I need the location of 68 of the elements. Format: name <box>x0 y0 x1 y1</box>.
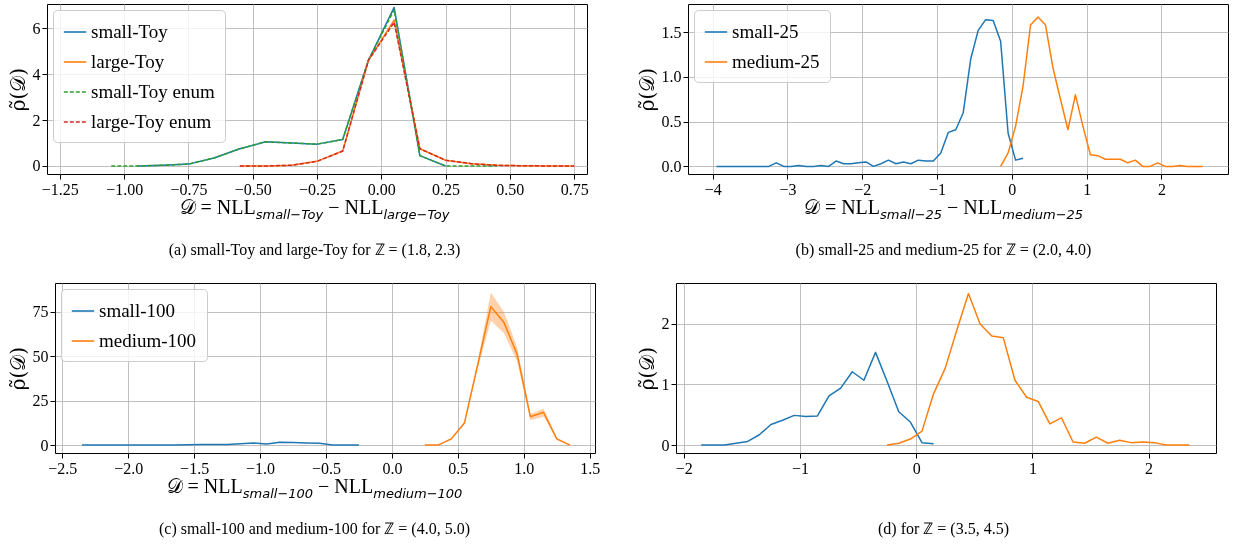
x-tick-label: −1.5 <box>180 459 210 477</box>
x-tick-label: −2 <box>854 180 872 198</box>
y-tick-label: 2 <box>32 111 41 129</box>
x-tick-label: −1 <box>929 180 947 198</box>
y-axis-title: ρ̃(𝒟) <box>5 346 30 391</box>
y-tick-label: 1 <box>661 375 670 393</box>
legend-label: large-Toy enum <box>91 111 212 132</box>
x-tick-label: 0.75 <box>560 180 589 198</box>
x-axis-title: 𝒟 = NLL$_{small−25}$ − NLL$_{medium−25}$ <box>802 196 1085 222</box>
x-tick-label: −1.25 <box>41 180 79 198</box>
text: (b) small-25 and medium-25 for ℤ = (2.0, 4.0) <box>794 240 1093 260</box>
text: (c) small-100 and medium-100 for ℤ = (4.0, 5.0) <box>158 519 471 539</box>
x-axis-title: 𝒟 = NLL$_{small−Toy}$ − NLL$_{large−Toy}$ <box>178 196 451 222</box>
line-series <box>700 351 935 446</box>
x-tick-label: 0.00 <box>367 180 396 198</box>
line-series <box>886 292 1191 446</box>
x-tick-label: −0.5 <box>311 459 341 477</box>
y-tick-label: 4 <box>32 65 41 83</box>
x-tick-label: 1.0 <box>514 459 535 477</box>
x-tick-label: 0.50 <box>496 180 525 198</box>
y-tick-label: 0.0 <box>661 157 682 175</box>
y-axis-title: ρ̃(𝒟) <box>634 67 659 112</box>
y-tick-label: 25 <box>32 392 49 410</box>
y-tick-label: 6 <box>32 19 41 37</box>
x-tick-label: −0.75 <box>170 180 208 198</box>
x-tick-label: −4 <box>704 180 722 198</box>
legend-label: large-Toy <box>91 51 165 72</box>
y-tick-label: 1.5 <box>661 23 682 41</box>
legend-label: small-100 <box>99 300 175 321</box>
x-tick-label: 1 <box>1083 180 1092 198</box>
x-tick-label: 0.0 <box>382 459 403 477</box>
y-tick-label: 1.0 <box>661 68 682 86</box>
x-tick-label: −0.50 <box>234 180 272 198</box>
x-axis-title: 𝒟 = NLL$_{small−100}$ − NLL$_{medium−100}$ <box>165 475 464 501</box>
x-tick-label: 0.25 <box>432 180 461 198</box>
line-series <box>999 16 1204 168</box>
x-tick-label: 2 <box>1157 180 1166 198</box>
text: (d) for ℤ = (3.5, 4.5) <box>877 519 1010 539</box>
legend-label: medium-100 <box>99 330 197 351</box>
x-tick-label: 1.5 <box>580 459 601 477</box>
y-tick-label: 75 <box>32 303 49 321</box>
x-tick-label: −2.5 <box>48 459 78 477</box>
y-axis-title: ρ̃(𝒟) <box>5 67 30 112</box>
legend-label: medium-25 <box>732 51 820 72</box>
x-tick-label: −2.0 <box>114 459 144 477</box>
legend-label: small-Toy enum <box>91 81 215 102</box>
y-tick-label: 2 <box>661 315 670 333</box>
x-tick-label: 0 <box>1008 180 1017 198</box>
line-series <box>715 18 1024 168</box>
x-tick-label: 0 <box>912 459 921 477</box>
text: (a) small-Toy and large-Toy for ℤ = (1.8, 2.3) <box>167 240 462 260</box>
x-tick-label: −0.25 <box>298 180 337 198</box>
y-tick-label: 0.5 <box>661 113 682 131</box>
y-axis-title: ρ̃(𝒟) <box>634 346 659 391</box>
x-tick-label: −2 <box>675 459 693 477</box>
x-tick-label: −1 <box>791 459 810 477</box>
legend-label: small-25 <box>732 21 799 42</box>
x-tick-label: −1.0 <box>246 459 276 477</box>
y-tick-label: 0 <box>661 436 670 454</box>
x-tick-label: 2 <box>1145 459 1154 477</box>
x-tick-label: −1.00 <box>106 180 144 198</box>
x-tick-label: −3 <box>779 180 797 198</box>
y-tick-label: 50 <box>32 347 49 365</box>
x-tick-label: 0.5 <box>448 459 469 477</box>
x-tick-label: 1 <box>1028 459 1037 477</box>
legend-label: small-Toy <box>91 21 169 42</box>
y-tick-label: 0 <box>40 436 49 454</box>
y-tick-label: 0 <box>32 157 41 175</box>
